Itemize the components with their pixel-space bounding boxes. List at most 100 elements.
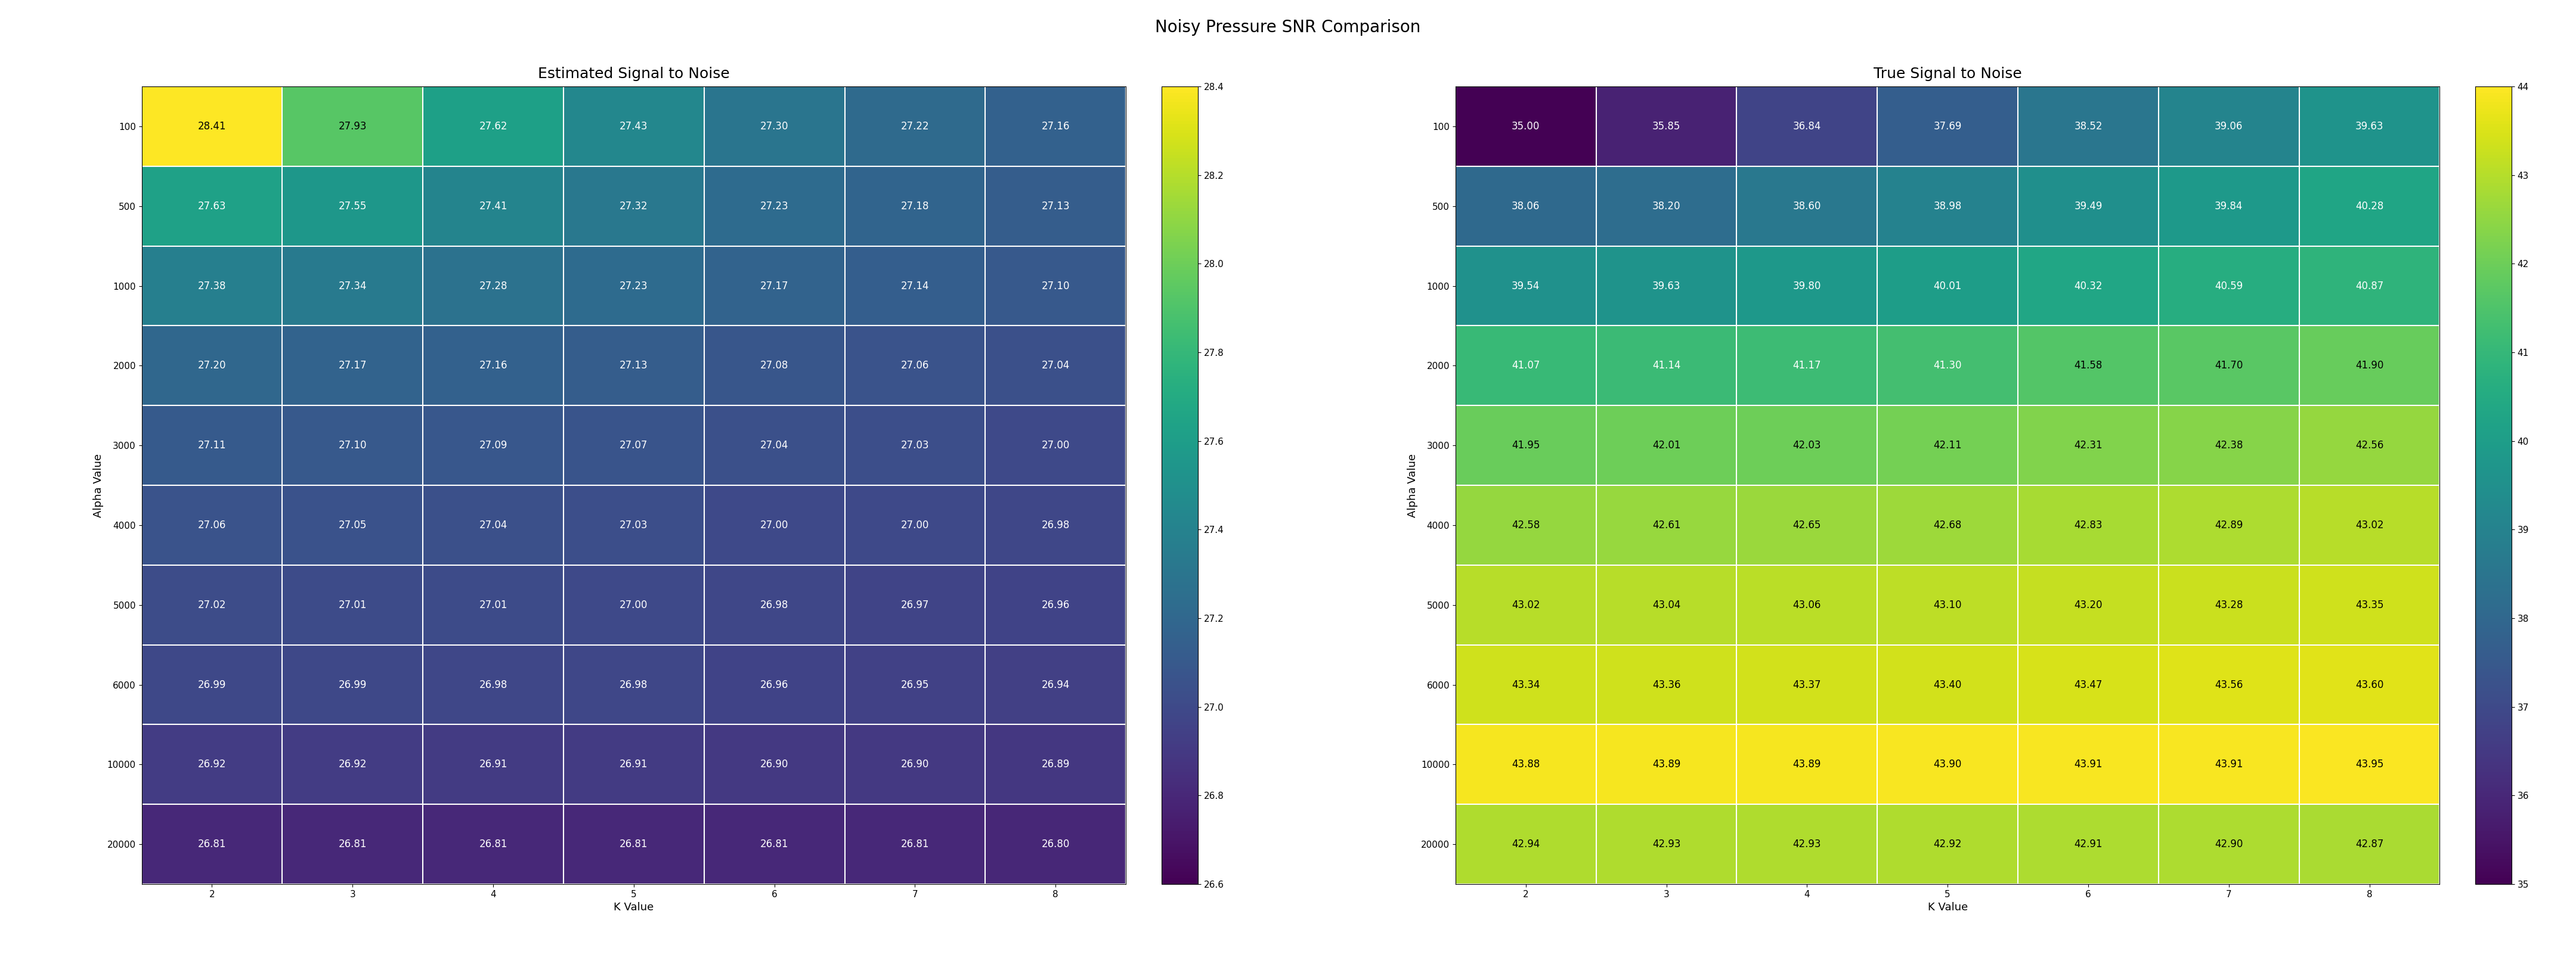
Text: 43.35: 43.35: [2354, 600, 2383, 610]
Text: 42.94: 42.94: [1512, 839, 1540, 850]
Text: 39.63: 39.63: [2354, 121, 2383, 132]
Text: 27.16: 27.16: [479, 360, 507, 371]
Text: 38.20: 38.20: [1651, 201, 1680, 211]
Text: 27.22: 27.22: [902, 121, 930, 132]
Text: 35.85: 35.85: [1651, 121, 1680, 132]
Text: 27.43: 27.43: [621, 121, 649, 132]
Text: 27.28: 27.28: [479, 281, 507, 291]
Text: 27.10: 27.10: [1041, 281, 1069, 291]
Text: 27.17: 27.17: [760, 281, 788, 291]
Text: 26.81: 26.81: [621, 839, 649, 850]
Text: 39.84: 39.84: [2215, 201, 2244, 211]
Text: 37.69: 37.69: [1935, 121, 1963, 132]
Text: 27.20: 27.20: [198, 360, 227, 371]
Text: 42.87: 42.87: [2354, 839, 2383, 850]
Y-axis label: Alpha Value: Alpha Value: [1406, 454, 1417, 517]
Text: 38.98: 38.98: [1935, 201, 1963, 211]
Text: 42.03: 42.03: [1793, 440, 1821, 451]
Text: 41.95: 41.95: [1512, 440, 1540, 451]
Text: 27.01: 27.01: [337, 600, 366, 610]
Text: 26.98: 26.98: [1041, 520, 1069, 530]
Text: 43.89: 43.89: [1651, 759, 1680, 770]
Text: 27.04: 27.04: [479, 520, 507, 530]
Text: 41.17: 41.17: [1793, 360, 1821, 371]
Text: 43.88: 43.88: [1512, 759, 1540, 770]
Text: 26.81: 26.81: [337, 839, 366, 850]
Text: 27.01: 27.01: [479, 600, 507, 610]
Text: 26.95: 26.95: [902, 679, 930, 690]
Text: 42.89: 42.89: [2215, 520, 2244, 530]
Text: 27.04: 27.04: [760, 440, 788, 451]
X-axis label: K Value: K Value: [1927, 902, 1968, 913]
Text: 42.38: 42.38: [2215, 440, 2244, 451]
Text: 27.93: 27.93: [337, 121, 366, 132]
Text: 42.92: 42.92: [1935, 839, 1963, 850]
Text: 43.28: 43.28: [2215, 600, 2244, 610]
Text: 27.17: 27.17: [337, 360, 366, 371]
Text: 27.38: 27.38: [198, 281, 227, 291]
Text: 42.58: 42.58: [1512, 520, 1540, 530]
Text: 43.47: 43.47: [2074, 679, 2102, 690]
Text: 43.36: 43.36: [1651, 679, 1680, 690]
Text: 42.61: 42.61: [1651, 520, 1680, 530]
Text: 27.63: 27.63: [198, 201, 227, 211]
Title: Estimated Signal to Noise: Estimated Signal to Noise: [538, 67, 729, 81]
Text: Noisy Pressure SNR Comparison: Noisy Pressure SNR Comparison: [1154, 19, 1422, 36]
Text: 42.93: 42.93: [1651, 839, 1680, 850]
Text: 39.54: 39.54: [1512, 281, 1540, 291]
Text: 26.90: 26.90: [902, 759, 930, 770]
Text: 28.41: 28.41: [198, 121, 227, 132]
Text: 39.06: 39.06: [2215, 121, 2244, 132]
Text: 27.62: 27.62: [479, 121, 507, 132]
Text: 26.91: 26.91: [479, 759, 507, 770]
Text: 26.91: 26.91: [621, 759, 649, 770]
Text: 42.68: 42.68: [1935, 520, 1963, 530]
Text: 26.96: 26.96: [760, 679, 788, 690]
Text: 27.13: 27.13: [621, 360, 649, 371]
Text: 27.00: 27.00: [1041, 440, 1069, 451]
Text: 40.87: 40.87: [2354, 281, 2383, 291]
Text: 27.23: 27.23: [760, 201, 788, 211]
Text: 27.07: 27.07: [621, 440, 649, 451]
Text: 27.16: 27.16: [1041, 121, 1069, 132]
Text: 27.14: 27.14: [902, 281, 930, 291]
Text: 40.59: 40.59: [2215, 281, 2244, 291]
Text: 42.93: 42.93: [1793, 839, 1821, 850]
Text: 39.63: 39.63: [1651, 281, 1680, 291]
Text: 43.89: 43.89: [1793, 759, 1821, 770]
Text: 42.90: 42.90: [2215, 839, 2244, 850]
Text: 27.32: 27.32: [621, 201, 649, 211]
Text: 27.00: 27.00: [760, 520, 788, 530]
Text: 27.34: 27.34: [337, 281, 366, 291]
Text: 27.04: 27.04: [1041, 360, 1069, 371]
Text: 26.98: 26.98: [760, 600, 788, 610]
Text: 35.00: 35.00: [1512, 121, 1540, 132]
Text: 26.99: 26.99: [337, 679, 366, 690]
Text: 27.55: 27.55: [337, 201, 366, 211]
Text: 38.52: 38.52: [2074, 121, 2102, 132]
Text: 27.06: 27.06: [198, 520, 227, 530]
Text: 27.23: 27.23: [621, 281, 649, 291]
Text: 27.03: 27.03: [902, 440, 930, 451]
Text: 43.60: 43.60: [2354, 679, 2383, 690]
Text: 43.91: 43.91: [2074, 759, 2102, 770]
Text: 42.01: 42.01: [1651, 440, 1680, 451]
Text: 27.13: 27.13: [1041, 201, 1069, 211]
Title: True Signal to Noise: True Signal to Noise: [1873, 67, 2022, 81]
Y-axis label: Alpha Value: Alpha Value: [93, 454, 103, 517]
Text: 41.07: 41.07: [1512, 360, 1540, 371]
X-axis label: K Value: K Value: [613, 902, 654, 913]
Text: 26.92: 26.92: [198, 759, 227, 770]
Text: 40.01: 40.01: [1935, 281, 1963, 291]
Text: 26.81: 26.81: [198, 839, 227, 850]
Text: 43.40: 43.40: [1935, 679, 1963, 690]
Text: 26.94: 26.94: [1041, 679, 1069, 690]
Text: 27.30: 27.30: [760, 121, 788, 132]
Text: 42.65: 42.65: [1793, 520, 1821, 530]
Text: 43.95: 43.95: [2354, 759, 2383, 770]
Text: 42.11: 42.11: [1935, 440, 1963, 451]
Text: 43.02: 43.02: [1512, 600, 1540, 610]
Text: 43.90: 43.90: [1935, 759, 1963, 770]
Text: 43.37: 43.37: [1793, 679, 1821, 690]
Text: 26.90: 26.90: [760, 759, 788, 770]
